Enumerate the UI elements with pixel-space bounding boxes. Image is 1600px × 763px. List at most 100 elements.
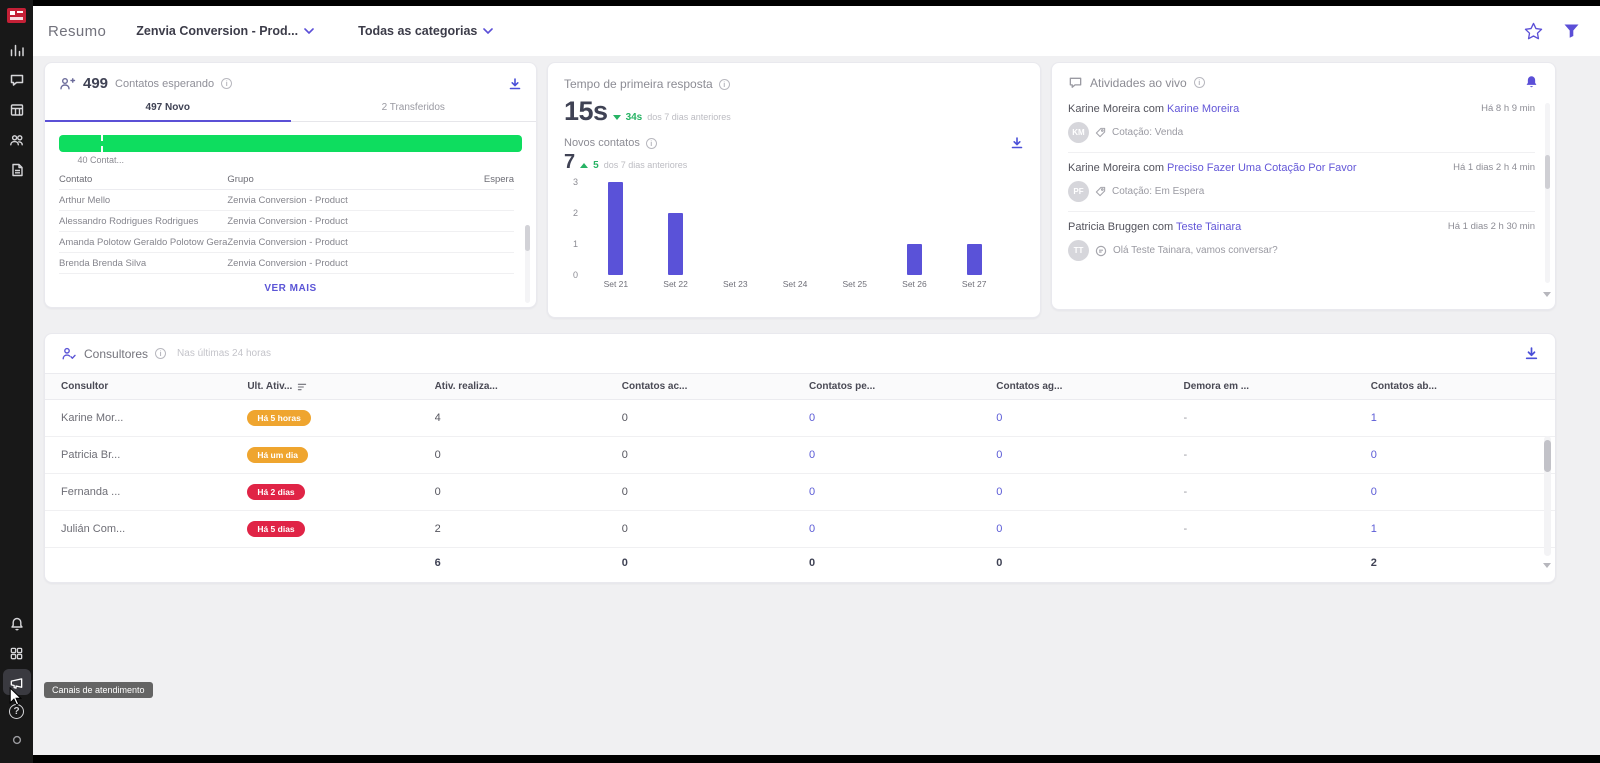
contacts-pending[interactable]: 0 bbox=[809, 523, 816, 535]
contact-group: Zenvia Conversion - Product bbox=[227, 215, 348, 227]
see-more-button[interactable]: VER MAIS bbox=[45, 283, 536, 294]
sidebar-item-board[interactable] bbox=[3, 97, 31, 123]
sidebar-item-channels[interactable] bbox=[2, 669, 31, 695]
chart-bar[interactable] bbox=[668, 213, 684, 275]
contacts-pending[interactable]: 0 bbox=[809, 412, 816, 424]
activity-link[interactable]: Teste Tainara bbox=[1176, 221, 1242, 233]
chart-y-tick-label: 0 bbox=[572, 270, 578, 280]
table-row[interactable]: Karine Mor... Há 5 horas 4 0 0 0 - 1 bbox=[45, 400, 1555, 437]
contacts-pending[interactable]: 0 bbox=[809, 486, 816, 498]
download-button[interactable] bbox=[1010, 136, 1024, 150]
download-button[interactable] bbox=[508, 77, 522, 91]
chart-x-tick-label: Set 25 bbox=[842, 279, 868, 289]
activity-link[interactable]: Preciso Fazer Uma Cotação Por Favor bbox=[1167, 162, 1357, 174]
contact-group: Zenvia Conversion - Product bbox=[227, 257, 348, 269]
download-icon bbox=[509, 77, 521, 89]
sidebar-item-documents[interactable] bbox=[3, 157, 31, 183]
table-row[interactable]: Julián Com... Há 5 dias 2 0 0 0 - 1 bbox=[45, 511, 1555, 548]
scrollbar-thumb[interactable] bbox=[1544, 440, 1551, 472]
chart-bar[interactable] bbox=[906, 244, 922, 275]
info-icon[interactable] bbox=[221, 78, 233, 89]
tab-new[interactable]: 497 Novo bbox=[45, 102, 291, 122]
scroll-down-arrow[interactable] bbox=[1543, 292, 1551, 297]
sidebar-item-contacts[interactable] bbox=[3, 127, 31, 153]
contacts-scheduled[interactable]: 0 bbox=[996, 449, 1003, 461]
category-selector[interactable]: Todas as categorias bbox=[358, 24, 494, 38]
person-check-icon bbox=[62, 347, 76, 360]
consultants-title: Consultores bbox=[84, 346, 149, 361]
sidebar-item-apps[interactable] bbox=[3, 640, 31, 666]
table-row[interactable]: Brenda Brenda Silva Zenvia Conversion - … bbox=[59, 253, 514, 274]
waiting-table-scrollbar[interactable] bbox=[525, 225, 530, 303]
table-row[interactable]: Fernanda ... Há 2 dias 0 0 0 0 - 0 bbox=[45, 474, 1555, 511]
sidebar-item-conversations[interactable] bbox=[3, 67, 31, 93]
sidebar-item-analytics[interactable] bbox=[3, 37, 31, 63]
contact-name: Alessandro Rodrigues Rodrigues bbox=[59, 215, 199, 227]
download-button[interactable] bbox=[1524, 346, 1539, 361]
column-last-activity[interactable]: Ult. Ativ... bbox=[247, 381, 434, 392]
contacts-scheduled[interactable]: 0 bbox=[996, 412, 1003, 424]
progress-marker bbox=[100, 135, 103, 152]
last-activity-cell: Há um dia bbox=[247, 447, 434, 463]
total-activities: 6 bbox=[434, 557, 441, 569]
info-icon[interactable] bbox=[718, 78, 730, 90]
activity-link[interactable]: Karine Moreira bbox=[1167, 103, 1240, 115]
contacts-accepted: 0 bbox=[621, 449, 628, 461]
chat-icon bbox=[1069, 77, 1082, 88]
bar-chart-icon bbox=[10, 44, 24, 57]
scrollbar-thumb[interactable] bbox=[1545, 155, 1550, 189]
info-icon[interactable] bbox=[645, 137, 657, 149]
list-item[interactable]: Patricia Bruggen com Teste Tainara Há 1 … bbox=[1068, 212, 1535, 270]
sidebar-item-status[interactable] bbox=[3, 727, 31, 753]
info-icon[interactable] bbox=[1193, 77, 1205, 88]
contacts-accepted: 0 bbox=[621, 523, 628, 535]
chat-icon bbox=[10, 74, 23, 86]
arrow-up-icon bbox=[580, 163, 589, 168]
contacts-scheduled[interactable]: 0 bbox=[996, 523, 1003, 535]
contacts-pending[interactable]: 0 bbox=[809, 449, 816, 461]
delay: - bbox=[1183, 449, 1188, 461]
contacts-open[interactable]: 1 bbox=[1370, 412, 1377, 424]
chart-bar[interactable] bbox=[966, 244, 982, 275]
scrollbar-thumb[interactable] bbox=[525, 225, 530, 251]
table-row[interactable]: Patricia Br... Há um dia 0 0 0 0 - 0 bbox=[45, 437, 1555, 474]
app-logo[interactable] bbox=[7, 8, 26, 23]
contacts-scheduled[interactable]: 0 bbox=[996, 486, 1003, 498]
activities-scrollbar[interactable] bbox=[1545, 103, 1550, 283]
status-badge: Há um dia bbox=[247, 447, 308, 463]
activity-prefix: Patricia Bruggen com bbox=[1068, 221, 1177, 233]
tag-icon bbox=[1095, 186, 1106, 197]
activities-count: 2 bbox=[434, 523, 441, 535]
list-item[interactable]: Karine Moreira com Karine Moreira Há 8 h… bbox=[1068, 94, 1535, 153]
table-row[interactable]: Alessandro Rodrigues Rodrigues Zenvia Co… bbox=[59, 211, 514, 232]
first-response-header: Tempo de primeira resposta bbox=[548, 63, 1040, 91]
last-activity-cell: Há 2 dias bbox=[247, 484, 434, 500]
contacts-open[interactable]: 0 bbox=[1370, 486, 1377, 498]
table-row[interactable]: Arthur Mello Zenvia Conversion - Product bbox=[59, 190, 514, 211]
notifications-button[interactable] bbox=[1524, 75, 1539, 90]
tab-transferred[interactable]: 2 Transferidos bbox=[290, 102, 536, 122]
column-contacts-open: Contatos ab... bbox=[1370, 381, 1437, 392]
chart-bar-column bbox=[885, 182, 945, 275]
column-contacts-scheduled: Contatos ag... bbox=[996, 381, 1063, 392]
waiting-contacts-card: 499 Contatos esperando 497 Novo 2 Transf… bbox=[44, 62, 537, 308]
list-item[interactable]: Karine Moreira com Preciso Fazer Uma Cot… bbox=[1068, 153, 1535, 212]
favorite-button[interactable] bbox=[1524, 22, 1543, 40]
consultants-scrollbar[interactable] bbox=[1544, 436, 1551, 556]
table-row[interactable]: Amanda Polotow Geraldo Polotow Geraldo Z… bbox=[59, 232, 514, 253]
contacts-open[interactable]: 0 bbox=[1370, 449, 1377, 461]
waiting-progress-bar[interactable]: 40 Contat... bbox=[59, 135, 522, 165]
consultant-name: Patricia Br... bbox=[61, 449, 121, 461]
filter-button[interactable] bbox=[1563, 23, 1580, 39]
consultants-subtitle: Nas últimas 24 horas bbox=[177, 348, 271, 359]
chart-bar[interactable] bbox=[608, 182, 624, 275]
column-consultant: Consultor bbox=[61, 381, 109, 392]
info-icon[interactable] bbox=[155, 348, 167, 359]
sidebar-item-notifications[interactable] bbox=[3, 611, 31, 637]
sidebar-top-group bbox=[3, 37, 31, 183]
chart-x-tick-label: Set 23 bbox=[723, 279, 748, 289]
scroll-down-arrow[interactable] bbox=[1543, 563, 1551, 568]
workspace-selector[interactable]: Zenvia Conversion - Prod... bbox=[136, 24, 314, 38]
contacts-open[interactable]: 1 bbox=[1370, 523, 1377, 535]
chart-y-tick-label: 1 bbox=[572, 239, 578, 249]
